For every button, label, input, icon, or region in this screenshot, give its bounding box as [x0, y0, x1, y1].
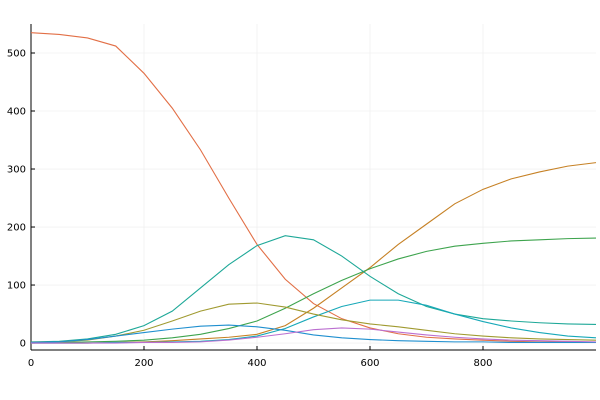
y-tick-label: 200	[7, 223, 26, 234]
x-tick-label: 0	[28, 358, 34, 369]
line-series	[30, 302, 597, 344]
y-tick-label: 500	[7, 49, 26, 60]
y-tick-label: 100	[7, 281, 26, 292]
x-tick-label: 400	[247, 358, 266, 369]
y-tick-label: 300	[7, 165, 26, 176]
line-series	[30, 235, 597, 343]
line-series	[31, 327, 597, 344]
x-tick-label: 200	[134, 358, 153, 369]
line-series	[31, 162, 597, 344]
line-series	[30, 324, 596, 344]
x-tick-label: 800	[473, 358, 492, 369]
line-series	[30, 32, 597, 344]
y-tick-label: 0	[20, 339, 26, 350]
line-series	[31, 237, 597, 344]
y-tick-label: 400	[7, 107, 26, 118]
x-tick-label: 600	[360, 358, 379, 369]
